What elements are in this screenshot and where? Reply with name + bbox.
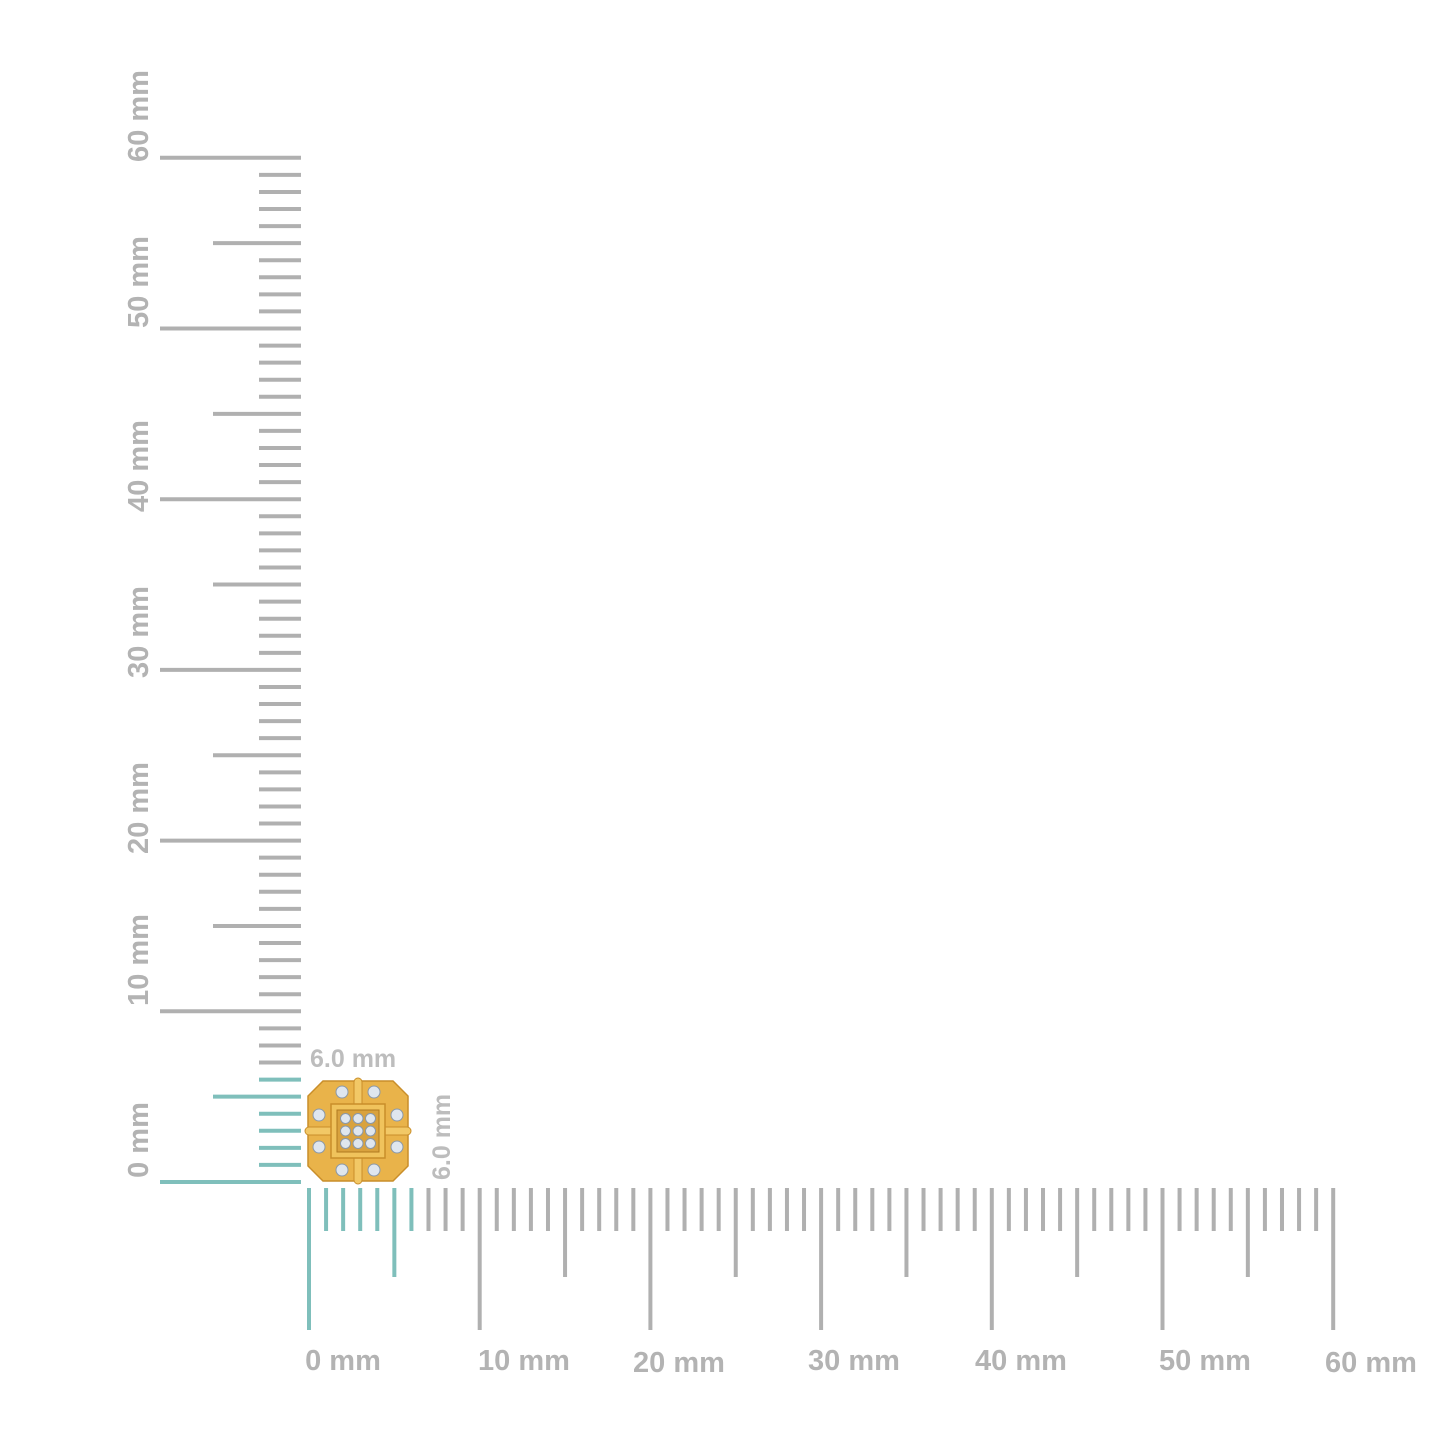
accent-diamond	[367, 1085, 381, 1099]
v-label-50: 50 mm	[123, 236, 155, 328]
pave-diamond	[352, 1138, 364, 1149]
pave-diamond	[352, 1113, 364, 1124]
pave-diamond	[340, 1138, 351, 1149]
pave-diamond	[365, 1125, 376, 1137]
width-dimension-label: 6.0 mm	[310, 1045, 396, 1073]
v-label-60: 60 mm	[123, 70, 155, 162]
pave-diamond	[340, 1125, 351, 1137]
horizontal-ruler-labels: 0 mm 10 mm 20 mm 30 mm 40 mm 50 mm 60 mm	[305, 1345, 1417, 1379]
vertical-ruler-labels: 0 mm 10 mm 20 mm 30 mm 40 mm 50 mm 60 mm	[123, 70, 155, 1178]
h-label-30: 30 mm	[808, 1345, 900, 1377]
accent-diamond	[335, 1085, 349, 1099]
v-label-30: 30 mm	[123, 586, 155, 678]
h-label-10: 10 mm	[478, 1345, 570, 1377]
accent-diamond	[312, 1140, 326, 1154]
pave-diamond	[365, 1113, 376, 1124]
v-label-10: 10 mm	[123, 914, 155, 1006]
v-label-0: 0 mm	[123, 1102, 155, 1178]
vertical-ruler	[160, 155, 301, 1184]
earring-image	[304, 1077, 412, 1185]
pave-diamond	[340, 1113, 351, 1124]
h-label-50: 50 mm	[1159, 1345, 1251, 1377]
horizontal-ruler	[307, 1188, 1336, 1330]
h-label-40: 40 mm	[975, 1345, 1067, 1377]
accent-diamond	[312, 1108, 326, 1122]
accent-diamond	[390, 1108, 404, 1122]
height-dimension-label: 6.0 mm	[428, 1094, 456, 1180]
v-label-40: 40 mm	[123, 420, 155, 512]
h-label-20: 20 mm	[633, 1347, 725, 1379]
accent-diamond	[335, 1163, 349, 1177]
pave-diamond	[365, 1138, 376, 1149]
accent-diamond	[390, 1140, 404, 1154]
h-label-0: 0 mm	[305, 1345, 381, 1377]
pave-diamond	[352, 1125, 364, 1137]
v-label-20: 20 mm	[123, 762, 155, 854]
accent-diamond	[367, 1163, 381, 1177]
h-label-60: 60 mm	[1325, 1347, 1417, 1379]
